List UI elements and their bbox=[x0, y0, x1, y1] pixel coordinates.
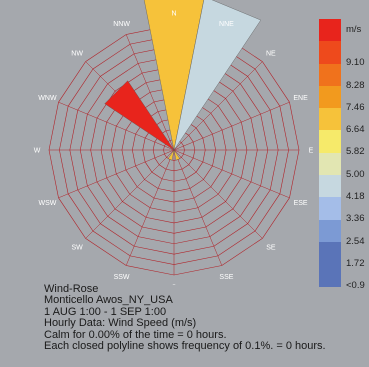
legend-label: 8.28 bbox=[346, 79, 365, 91]
legend-swatch bbox=[319, 108, 341, 131]
legend-row: 8.28 bbox=[319, 63, 369, 91]
direction-label-SSE: SSE bbox=[219, 274, 233, 281]
direction-label-SE: SE bbox=[266, 244, 276, 251]
direction-label-SW: SW bbox=[71, 244, 83, 251]
chart-caption: Wind-Rose Monticello Awos_NY_USA 1 AUG 1… bbox=[44, 283, 326, 353]
legend-swatch bbox=[319, 197, 341, 220]
grid-spoke bbox=[125, 149, 175, 266]
grid-spoke bbox=[58, 149, 175, 199]
rose-sectors bbox=[104, 0, 262, 161]
direction-label-S: S bbox=[172, 285, 177, 286]
direction-label-NW: NW bbox=[71, 51, 83, 58]
legend-label: 4.18 bbox=[346, 191, 365, 203]
legend-label: 3.36 bbox=[346, 213, 365, 225]
grid-spoke bbox=[173, 149, 263, 239]
legend-row: 9.10 bbox=[319, 41, 369, 68]
legend-row: 6.64 bbox=[319, 108, 369, 135]
legend-label: 1.72 bbox=[346, 257, 365, 269]
legend-row-unit: m/s bbox=[319, 19, 369, 42]
legend-swatch bbox=[319, 63, 341, 86]
speed-legend: m/s 9.10 8.28 7.46 6.64 5.82 5.00 4.18 3.36 2.54… bbox=[319, 19, 369, 291]
direction-label-ESE: ESE bbox=[294, 200, 308, 207]
legend-swatch bbox=[319, 219, 341, 242]
direction-label-NE: NE bbox=[266, 51, 276, 58]
legend-row: 4.18 bbox=[319, 175, 369, 202]
legend-swatch bbox=[319, 41, 341, 64]
legend-row: 7.46 bbox=[319, 85, 369, 113]
direction-label-NNW: NNW bbox=[113, 21, 130, 28]
sector-NW-bin-0 bbox=[104, 80, 175, 151]
legend-swatch bbox=[319, 85, 341, 109]
legend-row: 5.82 bbox=[319, 130, 369, 157]
sector-NNE-bin-7 bbox=[173, 0, 262, 151]
legend-label: 5.82 bbox=[346, 146, 365, 158]
caption-title: Wind-Rose bbox=[44, 283, 99, 295]
direction-labels: N NNE NE ENE E ESE SE SSE S SSW SW WSW W WNW NW NNW bbox=[34, 11, 314, 286]
direction-label-SSW: SSW bbox=[114, 274, 130, 281]
legend-label: 9.10 bbox=[346, 57, 365, 69]
legend-row: 1.72 bbox=[319, 241, 369, 269]
legend-row: <0.9 bbox=[319, 264, 369, 291]
legend-swatch bbox=[319, 264, 341, 287]
grid-spoke bbox=[173, 61, 263, 151]
legend-label: 6.64 bbox=[346, 124, 365, 136]
legend-swatch bbox=[319, 130, 341, 153]
wind-rose-chart: N NNE NE ENE E ESE SE SSE S SSW SW WSW W WNW NW NNW bbox=[34, 0, 314, 286]
direction-label-W: W bbox=[34, 148, 41, 155]
grid-spoke bbox=[173, 101, 290, 151]
grid-spoke bbox=[173, 149, 223, 266]
legend-row: 3.36 bbox=[319, 197, 369, 224]
legend-label: 2.54 bbox=[346, 235, 365, 247]
caption-period: 1 AUG 1:00 - 1 SEP 1:00 bbox=[44, 305, 167, 318]
legend-label: <0.9 bbox=[346, 280, 365, 292]
sector-SSW-bin-4 bbox=[167, 149, 175, 161]
caption-station: Monticello Awos_NY_USA bbox=[44, 294, 173, 307]
direction-label-WSW: WSW bbox=[38, 200, 56, 207]
legend-row: 2.54 bbox=[319, 219, 369, 247]
legend-unit-label: m/s bbox=[346, 24, 362, 35]
sector-SSE-bin-4 bbox=[173, 149, 181, 161]
legend-swatch bbox=[319, 19, 341, 42]
direction-label-E: E bbox=[309, 148, 314, 155]
legend-label: 5.00 bbox=[346, 168, 365, 180]
caption-polyline-note: Each closed polyline shows frequency of … bbox=[44, 340, 326, 353]
direction-label-ENE: ENE bbox=[293, 95, 308, 102]
caption-calm: Calm for 0.00% of the time = 0 hours. bbox=[44, 328, 227, 341]
legend-row: 5.00 bbox=[319, 152, 369, 180]
caption-data-type: Hourly Data: Wind Speed (m/s) bbox=[44, 317, 197, 330]
grid-spoke bbox=[58, 101, 175, 151]
legend-swatch bbox=[319, 175, 341, 198]
legend-label: 7.46 bbox=[346, 101, 365, 113]
grid-spoke bbox=[173, 149, 290, 199]
direction-label-NNE: NNE bbox=[219, 21, 234, 28]
legend-swatch bbox=[319, 241, 341, 265]
direction-label-N: N bbox=[171, 11, 176, 18]
grid-spoke bbox=[85, 149, 175, 239]
grid-spoke bbox=[125, 34, 175, 151]
direction-label-WNW: WNW bbox=[38, 95, 57, 102]
legend-swatch bbox=[319, 152, 341, 176]
